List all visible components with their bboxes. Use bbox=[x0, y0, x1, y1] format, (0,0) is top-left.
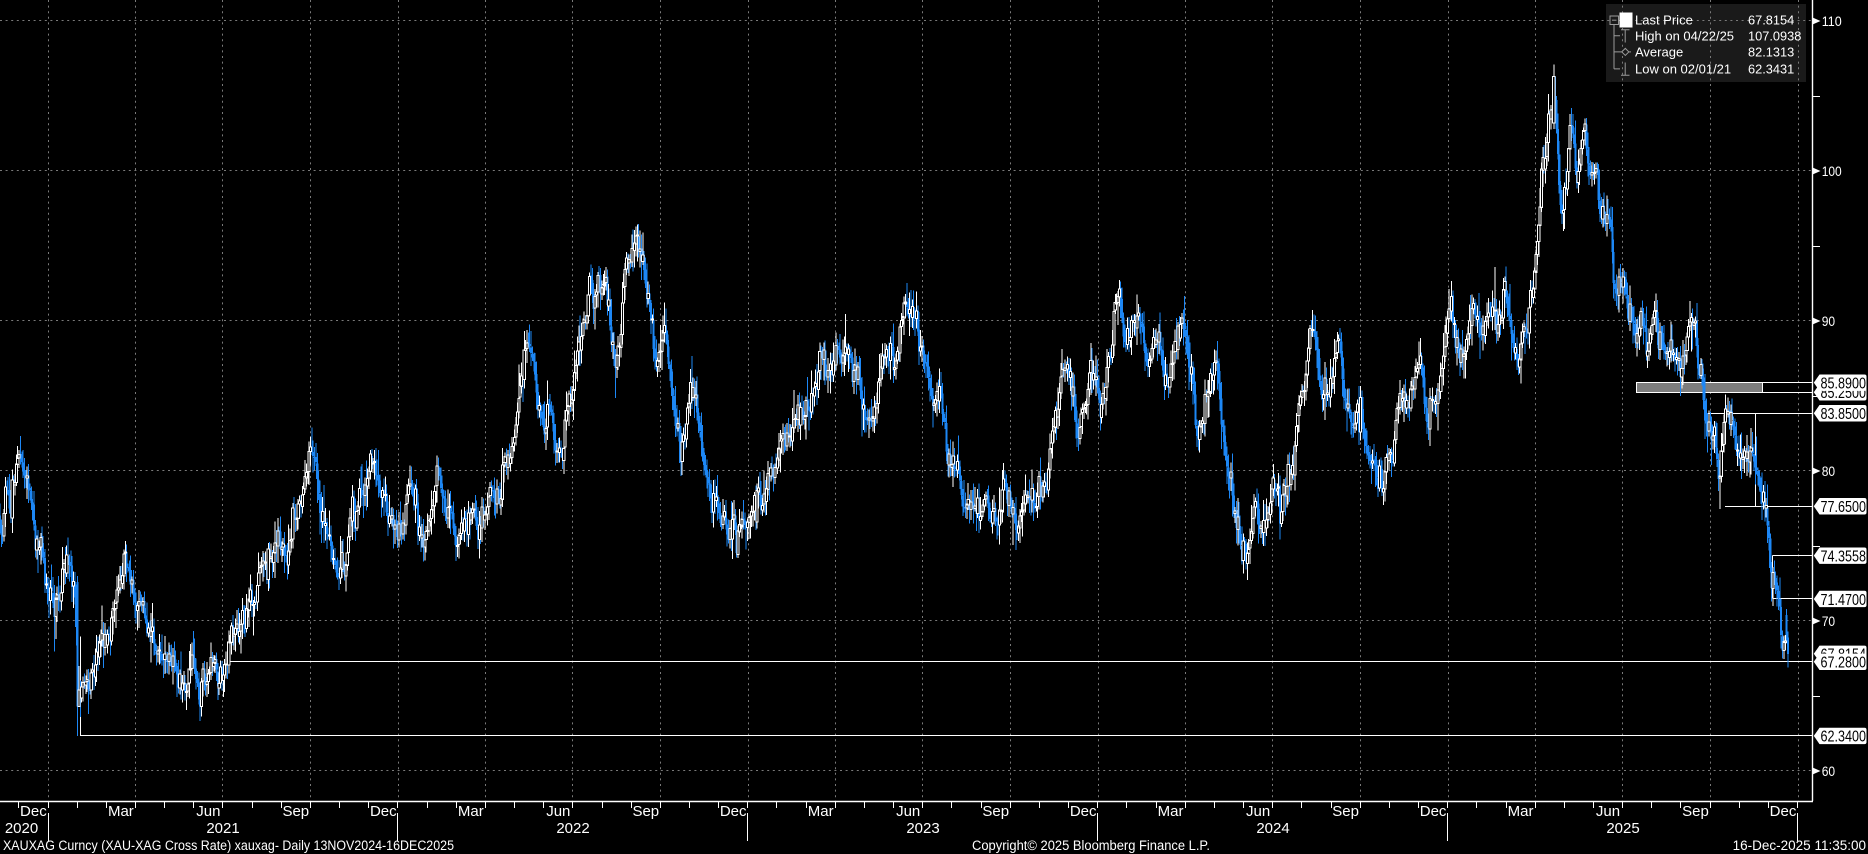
svg-text:Dec: Dec bbox=[1770, 803, 1797, 820]
svg-text:Sep: Sep bbox=[1682, 803, 1709, 820]
svg-text:16-Dec-2025 11:35:00: 16-Dec-2025 11:35:00 bbox=[1733, 838, 1866, 853]
svg-text:60: 60 bbox=[1822, 763, 1836, 779]
svg-text:80: 80 bbox=[1822, 463, 1836, 479]
svg-text:Mar: Mar bbox=[108, 803, 134, 820]
svg-text:100: 100 bbox=[1822, 163, 1842, 179]
svg-text:Sep: Sep bbox=[1332, 803, 1359, 820]
svg-text:Low on 02/01/21: Low on 02/01/21 bbox=[1635, 62, 1731, 77]
svg-text:Jun: Jun bbox=[196, 803, 220, 820]
svg-text:Jun: Jun bbox=[546, 803, 570, 820]
svg-text:Dec: Dec bbox=[720, 803, 747, 820]
svg-text:High on 04/22/25: High on 04/22/25 bbox=[1635, 28, 1734, 43]
svg-text:70: 70 bbox=[1822, 613, 1836, 629]
svg-text:Dec: Dec bbox=[1070, 803, 1097, 820]
svg-text:Dec: Dec bbox=[20, 803, 47, 820]
svg-text:Sep: Sep bbox=[632, 803, 659, 820]
svg-text:90: 90 bbox=[1822, 313, 1836, 329]
svg-text:83.8500: 83.8500 bbox=[1821, 406, 1867, 423]
svg-text:82.1313: 82.1313 bbox=[1748, 45, 1794, 60]
svg-text:Mar: Mar bbox=[1158, 803, 1184, 820]
svg-text:71.4700: 71.4700 bbox=[1821, 592, 1867, 609]
svg-text:Dec: Dec bbox=[1420, 803, 1447, 820]
svg-text:77.6500: 77.6500 bbox=[1821, 499, 1867, 516]
svg-text:XAUXAG Curncy (XAU-XAG Cross R: XAUXAG Curncy (XAU-XAG Cross Rate) xauxa… bbox=[3, 838, 454, 853]
svg-text:Copyright© 2025 Bloomberg Fina: Copyright© 2025 Bloomberg Finance L.P. bbox=[972, 838, 1210, 853]
svg-text:2022: 2022 bbox=[556, 820, 589, 837]
svg-text:62.3400: 62.3400 bbox=[1821, 729, 1867, 746]
svg-text:Mar: Mar bbox=[458, 803, 484, 820]
svg-text:67.8154: 67.8154 bbox=[1748, 13, 1794, 28]
svg-text:Sep: Sep bbox=[982, 803, 1009, 820]
svg-text:Mar: Mar bbox=[1508, 803, 1534, 820]
svg-text:85.8900: 85.8900 bbox=[1821, 375, 1867, 392]
svg-text:Sep: Sep bbox=[282, 803, 309, 820]
svg-text:Mar: Mar bbox=[808, 803, 834, 820]
svg-text:67.2800: 67.2800 bbox=[1821, 655, 1867, 672]
svg-text:Jun: Jun bbox=[1596, 803, 1620, 820]
svg-text:Last Price: Last Price bbox=[1635, 13, 1693, 28]
svg-text:Dec: Dec bbox=[370, 803, 397, 820]
svg-text:Average: Average bbox=[1635, 45, 1683, 60]
svg-text:62.3431: 62.3431 bbox=[1748, 62, 1794, 77]
svg-text:107.0938: 107.0938 bbox=[1748, 28, 1801, 43]
svg-text:110: 110 bbox=[1822, 13, 1842, 29]
svg-text:Jun: Jun bbox=[1246, 803, 1270, 820]
svg-text:74.3558: 74.3558 bbox=[1821, 548, 1867, 565]
svg-text:2021: 2021 bbox=[206, 820, 239, 837]
svg-text:2025: 2025 bbox=[1606, 820, 1639, 837]
svg-text:2024: 2024 bbox=[1256, 820, 1289, 837]
svg-text:2023: 2023 bbox=[906, 820, 939, 837]
svg-text:2020: 2020 bbox=[5, 820, 38, 837]
svg-text:Jun: Jun bbox=[896, 803, 920, 820]
